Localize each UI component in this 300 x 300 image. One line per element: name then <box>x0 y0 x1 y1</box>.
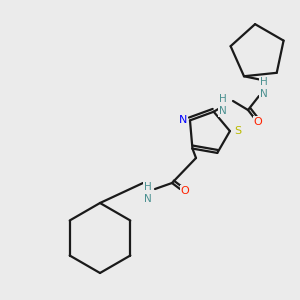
Text: H
N: H N <box>144 182 152 204</box>
Text: S: S <box>234 126 242 136</box>
Text: O: O <box>181 186 189 196</box>
Text: H
N: H N <box>260 77 268 99</box>
Text: N: N <box>179 116 187 125</box>
Text: H
N: H N <box>219 94 227 116</box>
Text: O: O <box>254 117 262 127</box>
